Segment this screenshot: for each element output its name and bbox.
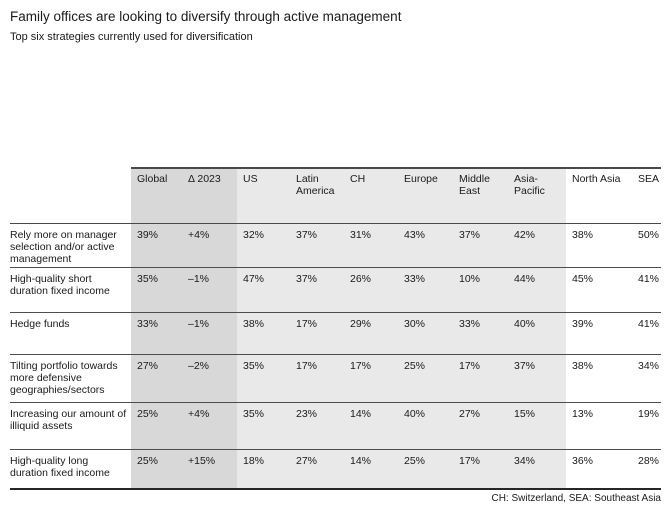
header-row: Global Δ 2023 US Latin America CH Europe… bbox=[10, 167, 661, 224]
table-row: Hedge funds 33% –1% 38% 17% 29% 30% 33% … bbox=[10, 312, 661, 355]
col-header-middle-east: Middle East bbox=[453, 167, 508, 224]
data-cell: 23% bbox=[290, 402, 344, 450]
data-cell: 33% bbox=[131, 312, 182, 355]
data-cell: 25% bbox=[131, 449, 182, 490]
data-cell: 39% bbox=[131, 223, 182, 268]
data-cell: 47% bbox=[237, 267, 290, 313]
data-cell: 30% bbox=[398, 312, 453, 355]
data-cell: –2% bbox=[182, 354, 237, 403]
row-label: Increasing our amount of illiquid assets bbox=[10, 402, 131, 450]
data-cell: 25% bbox=[131, 402, 182, 450]
data-cell: 10% bbox=[453, 267, 508, 313]
data-cell: 17% bbox=[453, 449, 508, 490]
data-cell: 25% bbox=[398, 354, 453, 403]
row-label: Hedge funds bbox=[10, 312, 131, 355]
data-cell: 50% bbox=[624, 223, 661, 268]
data-cell: –1% bbox=[182, 267, 237, 313]
data-cell: 34% bbox=[508, 449, 566, 490]
data-cell: 27% bbox=[453, 402, 508, 450]
data-cell: 17% bbox=[290, 354, 344, 403]
data-cell: 43% bbox=[398, 223, 453, 268]
data-cell: –1% bbox=[182, 312, 237, 355]
data-cell: 35% bbox=[131, 267, 182, 313]
data-cell: 33% bbox=[398, 267, 453, 313]
data-cell: 35% bbox=[237, 402, 290, 450]
col-header-asia-pacific: Asia-Pacific bbox=[508, 167, 566, 224]
data-cell: 31% bbox=[344, 223, 398, 268]
col-header-latin-america: Latin America bbox=[290, 167, 344, 224]
data-cell: 40% bbox=[508, 312, 566, 355]
data-cell: 44% bbox=[508, 267, 566, 313]
col-header-strategy bbox=[10, 168, 131, 224]
col-header-ch: CH bbox=[344, 167, 398, 224]
page-title: Family offices are looking to diversify … bbox=[10, 9, 402, 24]
data-cell: 41% bbox=[624, 267, 661, 313]
table-row: Rely more on manager selection and/or ac… bbox=[10, 223, 661, 268]
data-cell: +4% bbox=[182, 223, 237, 268]
data-cell: 25% bbox=[398, 449, 453, 490]
data-cell: 33% bbox=[453, 312, 508, 355]
col-header-north-asia: North Asia bbox=[566, 167, 624, 224]
data-cell: 26% bbox=[344, 267, 398, 313]
data-cell: 29% bbox=[344, 312, 398, 355]
data-cell: 18% bbox=[237, 449, 290, 490]
col-header-us: US bbox=[237, 167, 290, 224]
data-cell: 39% bbox=[566, 312, 624, 355]
data-cell: 14% bbox=[344, 402, 398, 450]
table-row: Increasing our amount of illiquid assets… bbox=[10, 402, 661, 450]
table-row: Tilting portfolio towards more defensive… bbox=[10, 354, 661, 403]
data-cell: 17% bbox=[344, 354, 398, 403]
data-cell: 28% bbox=[624, 449, 661, 490]
table-row: High-quality short duration fixed income… bbox=[10, 267, 661, 313]
data-cell: 34% bbox=[624, 354, 661, 403]
data-cell: 19% bbox=[624, 402, 661, 450]
data-cell: 27% bbox=[131, 354, 182, 403]
data-cell: 15% bbox=[508, 402, 566, 450]
data-cell: 45% bbox=[566, 267, 624, 313]
data-cell: 17% bbox=[290, 312, 344, 355]
data-cell: 35% bbox=[237, 354, 290, 403]
table-row: High-quality long duration fixed income … bbox=[10, 449, 661, 490]
row-label: Rely more on manager selection and/or ac… bbox=[10, 223, 131, 268]
row-label: High-quality short duration fixed income bbox=[10, 267, 131, 313]
data-cell: 17% bbox=[453, 354, 508, 403]
data-cell: +4% bbox=[182, 402, 237, 450]
data-cell: 40% bbox=[398, 402, 453, 450]
row-label: Tilting portfolio towards more defensive… bbox=[10, 354, 131, 403]
table-footnote: CH: Switzerland, SEA: Southeast Asia bbox=[491, 493, 661, 504]
data-cell: 13% bbox=[566, 402, 624, 450]
col-header-delta-2023: Δ 2023 bbox=[182, 167, 237, 224]
data-cell: 38% bbox=[566, 223, 624, 268]
col-header-sea: SEA bbox=[624, 167, 661, 224]
strategies-table: Global Δ 2023 US Latin America CH Europe… bbox=[10, 167, 661, 490]
data-cell: 38% bbox=[566, 354, 624, 403]
data-cell: 37% bbox=[508, 354, 566, 403]
data-cell: +15% bbox=[182, 449, 237, 490]
data-cell: 37% bbox=[453, 223, 508, 268]
data-cell: 38% bbox=[237, 312, 290, 355]
data-cell: 32% bbox=[237, 223, 290, 268]
data-cell: 37% bbox=[290, 267, 344, 313]
row-label: High-quality long duration fixed income bbox=[10, 449, 131, 490]
data-cell: 27% bbox=[290, 449, 344, 490]
col-header-global: Global bbox=[131, 167, 182, 224]
col-header-europe: Europe bbox=[398, 167, 453, 224]
data-cell: 14% bbox=[344, 449, 398, 490]
page-subtitle: Top six strategies currently used for di… bbox=[10, 31, 253, 43]
data-cell: 41% bbox=[624, 312, 661, 355]
data-cell: 42% bbox=[508, 223, 566, 268]
report-figure: Family offices are looking to diversify … bbox=[0, 8, 671, 518]
data-cell: 37% bbox=[290, 223, 344, 268]
data-cell: 36% bbox=[566, 449, 624, 490]
